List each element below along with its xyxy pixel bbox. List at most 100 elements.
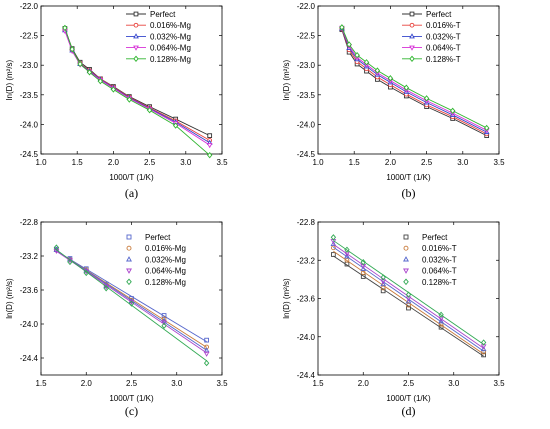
legend-marker	[133, 45, 139, 51]
legend-marker	[403, 268, 409, 274]
y-tick-label: -22.0	[297, 2, 316, 11]
x-tick-label: 3.0	[457, 158, 469, 167]
data-point	[97, 78, 104, 85]
data-point	[354, 51, 360, 59]
legend-label: 0.032%-Mg	[145, 255, 186, 264]
y-tick-label: -24.0	[297, 333, 316, 342]
series-1	[339, 26, 490, 137]
data-point	[480, 339, 487, 346]
legend-label: 0.064%-Mg	[150, 44, 191, 53]
data-point	[346, 41, 352, 48]
data-point	[380, 288, 386, 294]
data-point	[126, 96, 133, 103]
data-point	[387, 75, 394, 82]
data-point	[77, 60, 83, 68]
x-axis-label: 1000/T (1/K)	[109, 173, 154, 182]
series-3	[339, 25, 490, 134]
legend-marker	[133, 55, 139, 62]
legend-label: 0.064%-T	[426, 44, 461, 53]
data-point	[103, 285, 109, 292]
data-point	[484, 124, 490, 132]
y-tick-label: -23.0	[20, 61, 39, 70]
plot-frame	[317, 5, 500, 155]
x-tick-label: 1.0	[312, 158, 324, 167]
x-tick-label: 2.0	[358, 379, 370, 388]
legend-marker	[133, 22, 139, 28]
x-tick-label: 3.5	[216, 158, 228, 167]
legend-label: 0.128%-T	[426, 55, 461, 64]
x-tick-label: 2.0	[81, 379, 93, 388]
data-point	[110, 86, 117, 93]
y-tick-label: -22.8	[297, 218, 316, 227]
panel-caption: (d)	[402, 404, 416, 418]
data-point	[360, 265, 367, 271]
legend: Perfect 0.016%-Mg 0.032%-Mg 0.064%-Mg 0.128%…	[126, 233, 186, 287]
legend-label: Perfect	[422, 233, 448, 242]
data-point	[481, 352, 486, 358]
y-tick-label: -24.4	[297, 371, 316, 380]
legend-label: Perfect	[150, 10, 176, 19]
legend-marker	[403, 256, 409, 262]
x-tick-label: 2.5	[421, 158, 433, 167]
x-axis-label: 1000/T (1/K)	[109, 394, 154, 403]
legend-label: 0.064%-T	[422, 267, 457, 276]
panel-caption: (b)	[402, 186, 416, 200]
legend-label: 0.016%-Mg	[150, 21, 191, 30]
y-tick-label: -24.4	[20, 354, 39, 363]
data-point	[438, 321, 444, 327]
y-tick-label: -23.5	[20, 91, 39, 100]
data-point	[207, 152, 213, 159]
series-line	[341, 27, 487, 131]
legend-label: 0.128%-Mg	[145, 278, 186, 287]
y-tick-label: -22.0	[20, 2, 39, 11]
x-tick-label: 3.0	[180, 158, 192, 167]
series-line	[341, 29, 487, 137]
plot-frame	[40, 5, 223, 155]
legend: Perfect 0.016%-T 0.032%-T 0.064%-T 0.128%-T	[402, 10, 461, 64]
legend-label: 0.032%-T	[426, 32, 461, 41]
series-line	[64, 27, 210, 156]
legend-label: 0.032%-T	[422, 255, 457, 264]
x-tick-label: 1.5	[72, 158, 84, 167]
data-point	[403, 84, 410, 91]
y-axis-label: ln(D) (m²/s)	[282, 59, 291, 100]
x-axis-label: 1000/T (1/K)	[386, 173, 431, 182]
data-point	[380, 274, 386, 281]
x-tick-label: 3.5	[216, 379, 228, 388]
y-tick-label: -23.5	[297, 91, 316, 100]
series-4	[53, 244, 210, 367]
data-point	[161, 317, 167, 323]
data-point	[344, 253, 350, 259]
y-tick-label: -24.0	[297, 120, 316, 129]
y-tick-label: -23.2	[20, 252, 39, 261]
data-point	[146, 107, 153, 114]
legend-label: 0.016%-T	[422, 244, 457, 253]
series-line	[64, 30, 210, 146]
series-line	[341, 27, 487, 129]
x-axis-label: 1000/T (1/K)	[386, 394, 431, 403]
fit-line	[56, 249, 207, 362]
data-point	[86, 69, 93, 76]
legend-marker	[126, 234, 132, 240]
panel-a: 1.0 1.5 2.0 2.5 3.0 3.5 -22.0 -22.5 -23.0 -23.5 -2…	[5, 2, 228, 200]
data-point	[344, 246, 350, 253]
series-0	[331, 252, 486, 358]
data-point	[481, 349, 486, 355]
y-tick-label: -23.2	[297, 256, 316, 265]
data-point	[203, 359, 210, 367]
x-tick-label: 3.5	[493, 379, 505, 388]
legend-marker	[409, 33, 415, 39]
series-3	[330, 239, 487, 350]
x-tick-label: 3.0	[448, 379, 460, 388]
legend-label: 0.016%-T	[426, 21, 461, 30]
legend-marker	[133, 11, 139, 17]
legend-marker	[403, 234, 409, 240]
y-tick-label: -22.5	[297, 32, 316, 41]
x-tick-label: 3.5	[493, 158, 505, 167]
data-point	[438, 311, 444, 318]
y-tick-label: -22.5	[20, 32, 39, 41]
legend-marker	[403, 278, 409, 286]
data-point	[360, 258, 366, 266]
data-point	[62, 24, 68, 32]
data-point	[161, 320, 167, 326]
